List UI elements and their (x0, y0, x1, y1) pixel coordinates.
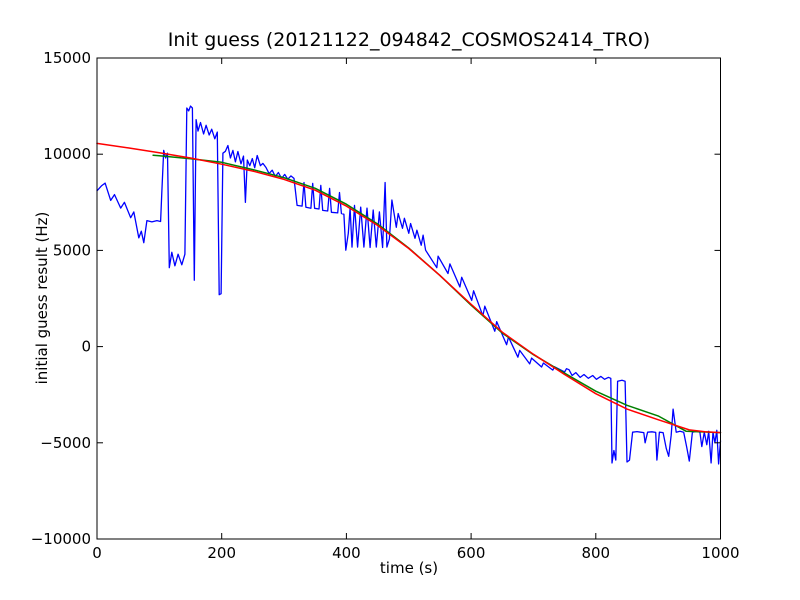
series-red-model-curve-line (96, 142, 722, 434)
x-tick-label: 400 (332, 544, 361, 562)
y-tick-label: 10000 (43, 145, 91, 163)
series-blue-noisy-data-line (96, 105, 722, 465)
y-tick-label: 0 (81, 338, 91, 356)
y-tick-label: −10000 (31, 530, 91, 548)
x-tick-label: 0 (92, 544, 102, 562)
chart-title: Init guess (20121122_094842_COSMOS2414_T… (167, 29, 651, 51)
x-tick-label: 200 (207, 544, 236, 562)
x-tick-label: 1000 (701, 544, 739, 562)
series-green-smoothed-fit-line (152, 154, 722, 434)
plot-border (96, 57, 721, 540)
y-tick-label: −5000 (40, 434, 91, 452)
x-axis-label: time (s) (379, 559, 439, 577)
y-tick-label: 15000 (43, 49, 91, 67)
x-tick-label: 600 (457, 544, 486, 562)
x-tick-label: 800 (581, 544, 610, 562)
y-tick-label: 5000 (53, 241, 91, 259)
